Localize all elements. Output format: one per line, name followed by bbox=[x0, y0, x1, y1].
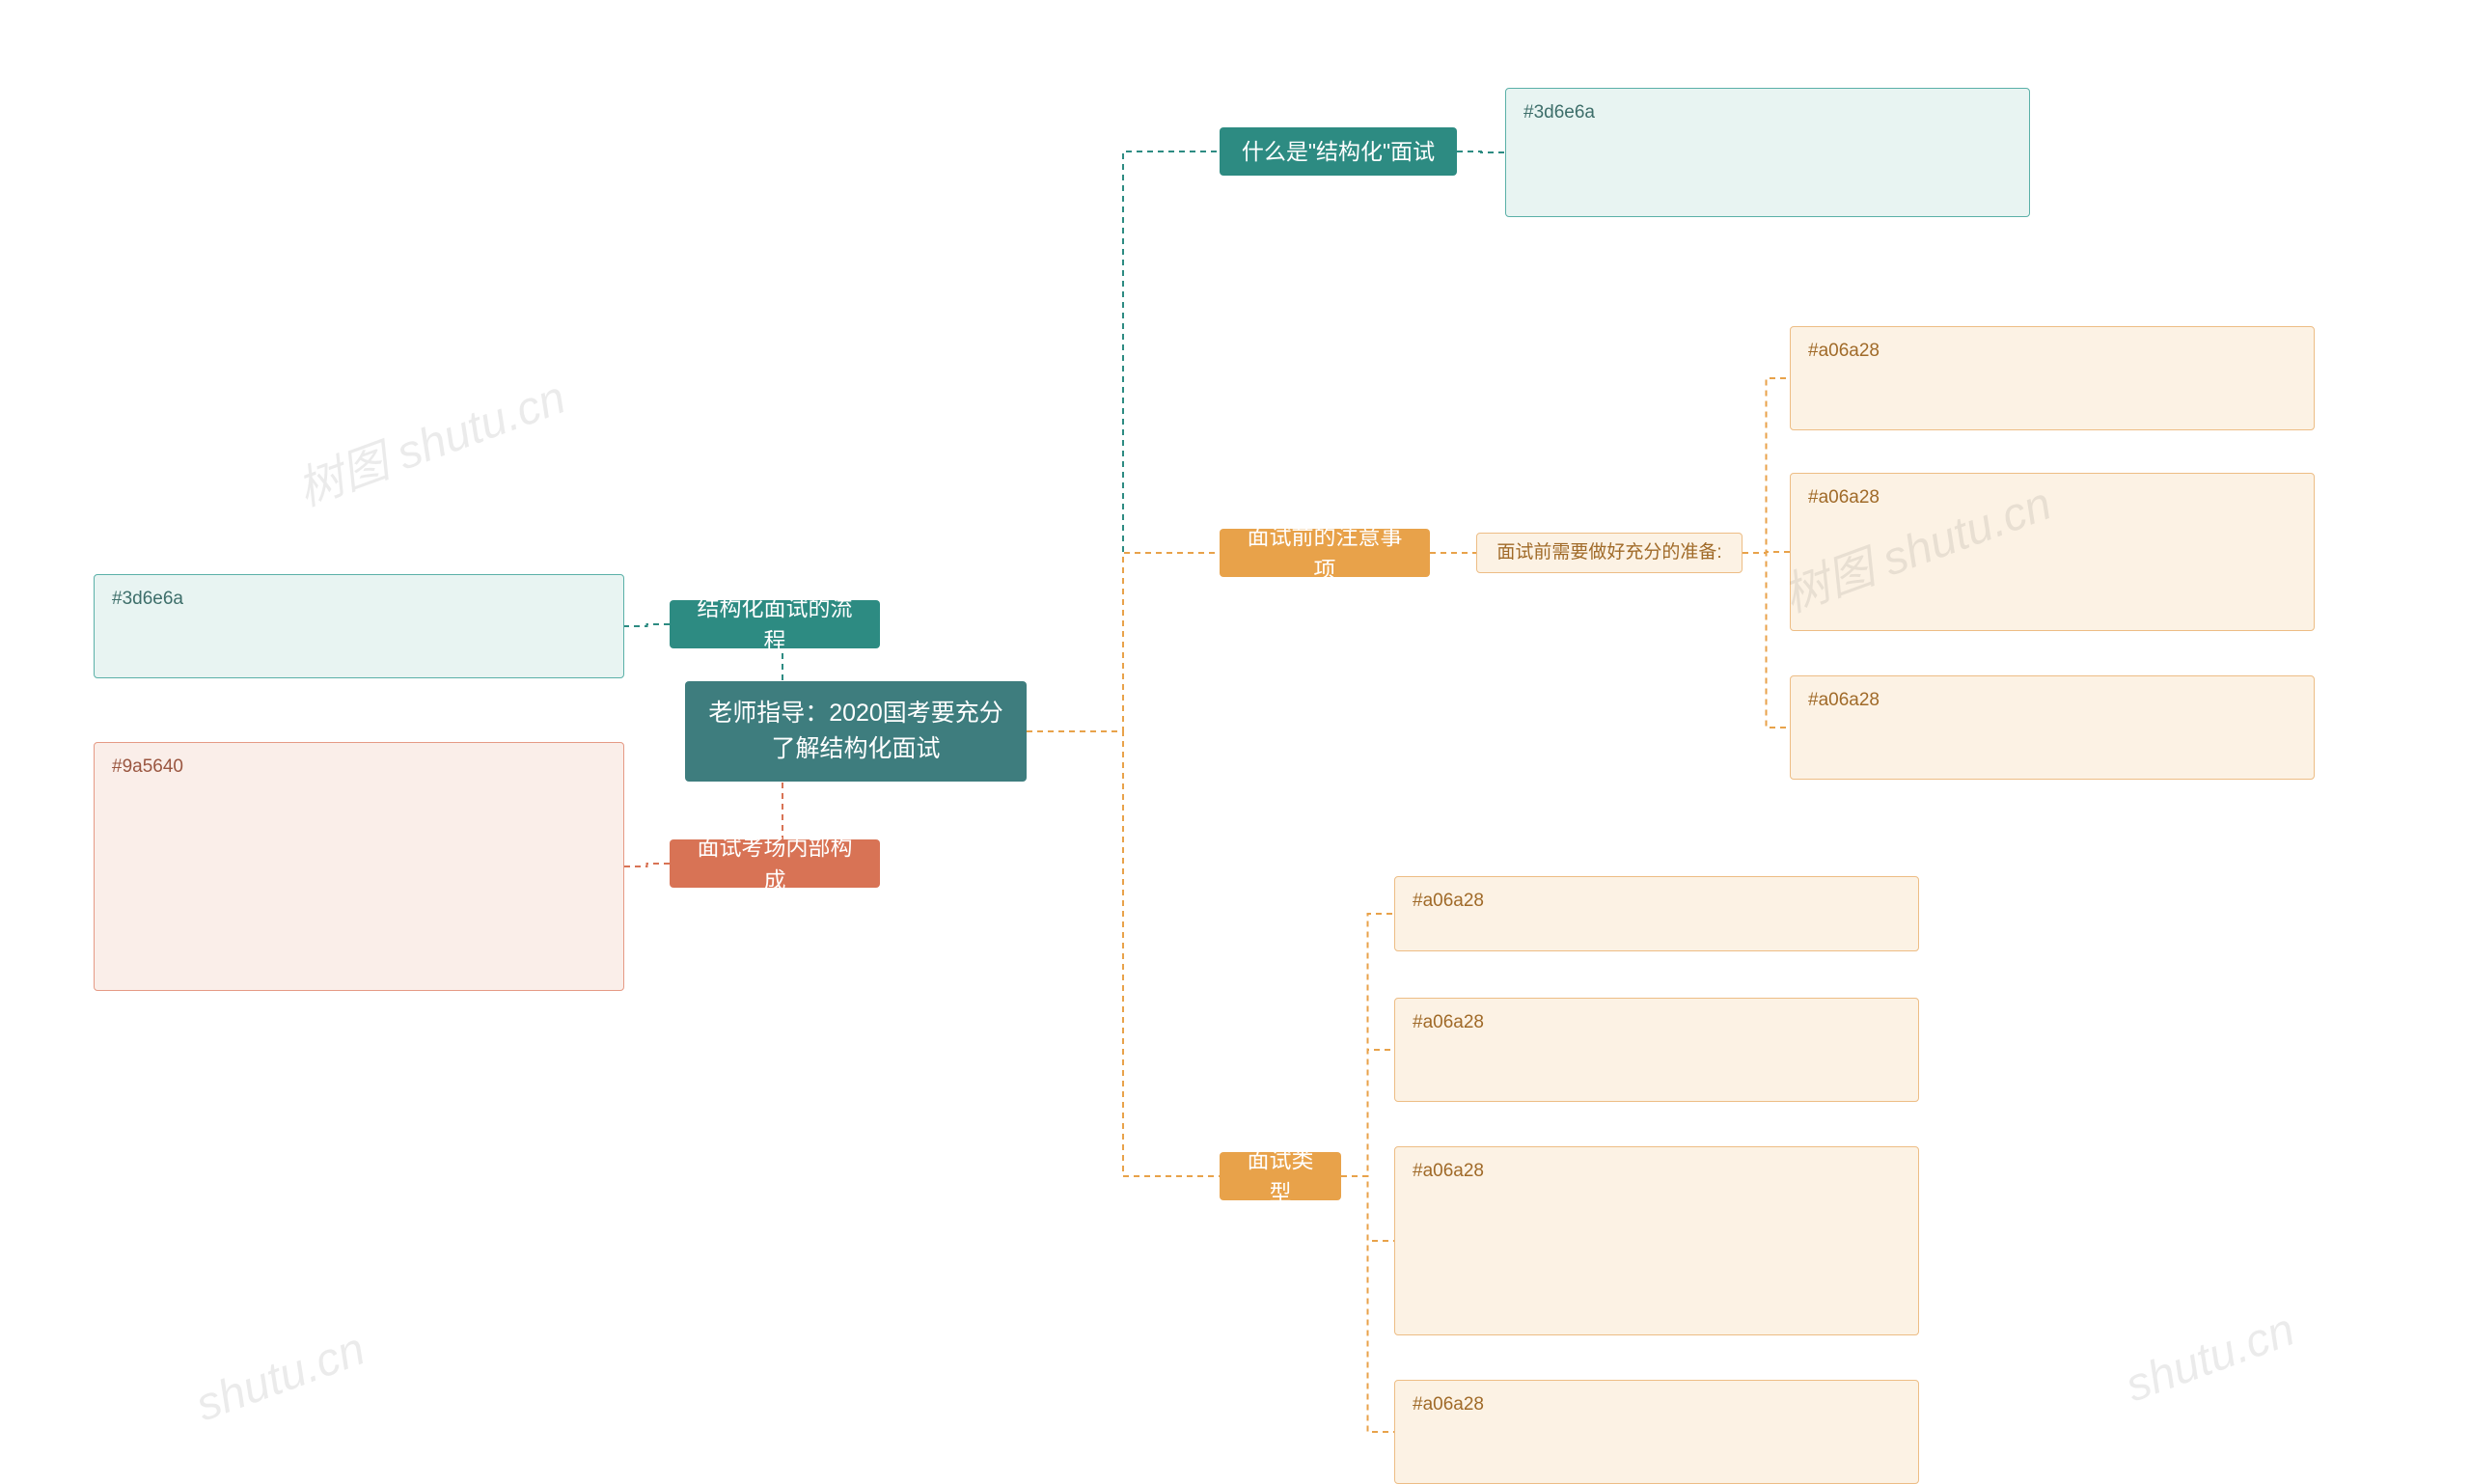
leaf-l_type_2: #a06a28 bbox=[1394, 998, 1919, 1102]
leaf-l_composition: #9a5640 bbox=[94, 742, 624, 991]
leaf-l_type_3: #a06a28 bbox=[1394, 1146, 1919, 1335]
intermediate-i_prep: 面试前需要做好充分的准备: bbox=[1476, 533, 1743, 573]
branch-b_process: 结构化面试的流程 bbox=[670, 600, 880, 648]
watermark: shutu.cn bbox=[2119, 1304, 2301, 1414]
branch-b_composition: 面试考场内部构成 bbox=[670, 839, 880, 888]
leaf-l_type_1: #a06a28 bbox=[1394, 876, 1919, 951]
branch-b_types: 面试类型 bbox=[1220, 1152, 1341, 1200]
branch-b_definition: 什么是"结构化"面试 bbox=[1220, 127, 1457, 176]
root-node: 老师指导：2020国考要充分了解结构化面试 bbox=[685, 681, 1027, 782]
branch-b_precautions: 面试前的注意事项 bbox=[1220, 529, 1430, 577]
leaf-l_process: #3d6e6a bbox=[94, 574, 624, 678]
leaf-l_prep_1: #a06a28 bbox=[1790, 326, 2315, 430]
leaf-l_type_4: #a06a28 bbox=[1394, 1380, 1919, 1484]
watermark: 树图 shutu.cn bbox=[287, 359, 573, 518]
watermark: shutu.cn bbox=[189, 1323, 371, 1433]
leaf-l_prep_3: #a06a28 bbox=[1790, 675, 2315, 780]
leaf-l_definition: #3d6e6a bbox=[1505, 88, 2030, 217]
mindmap-canvas: 老师指导：2020国考要充分了解结构化面试 结构化面试的流程面试考场内部构成 什么… bbox=[0, 0, 2470, 1433]
leaf-l_prep_2: #a06a28 bbox=[1790, 473, 2315, 631]
